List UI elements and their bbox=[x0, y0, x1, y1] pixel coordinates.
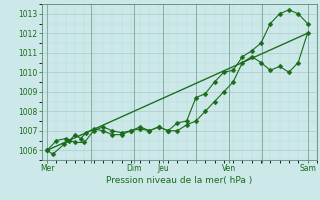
X-axis label: Pression niveau de la mer( hPa ): Pression niveau de la mer( hPa ) bbox=[106, 176, 252, 185]
